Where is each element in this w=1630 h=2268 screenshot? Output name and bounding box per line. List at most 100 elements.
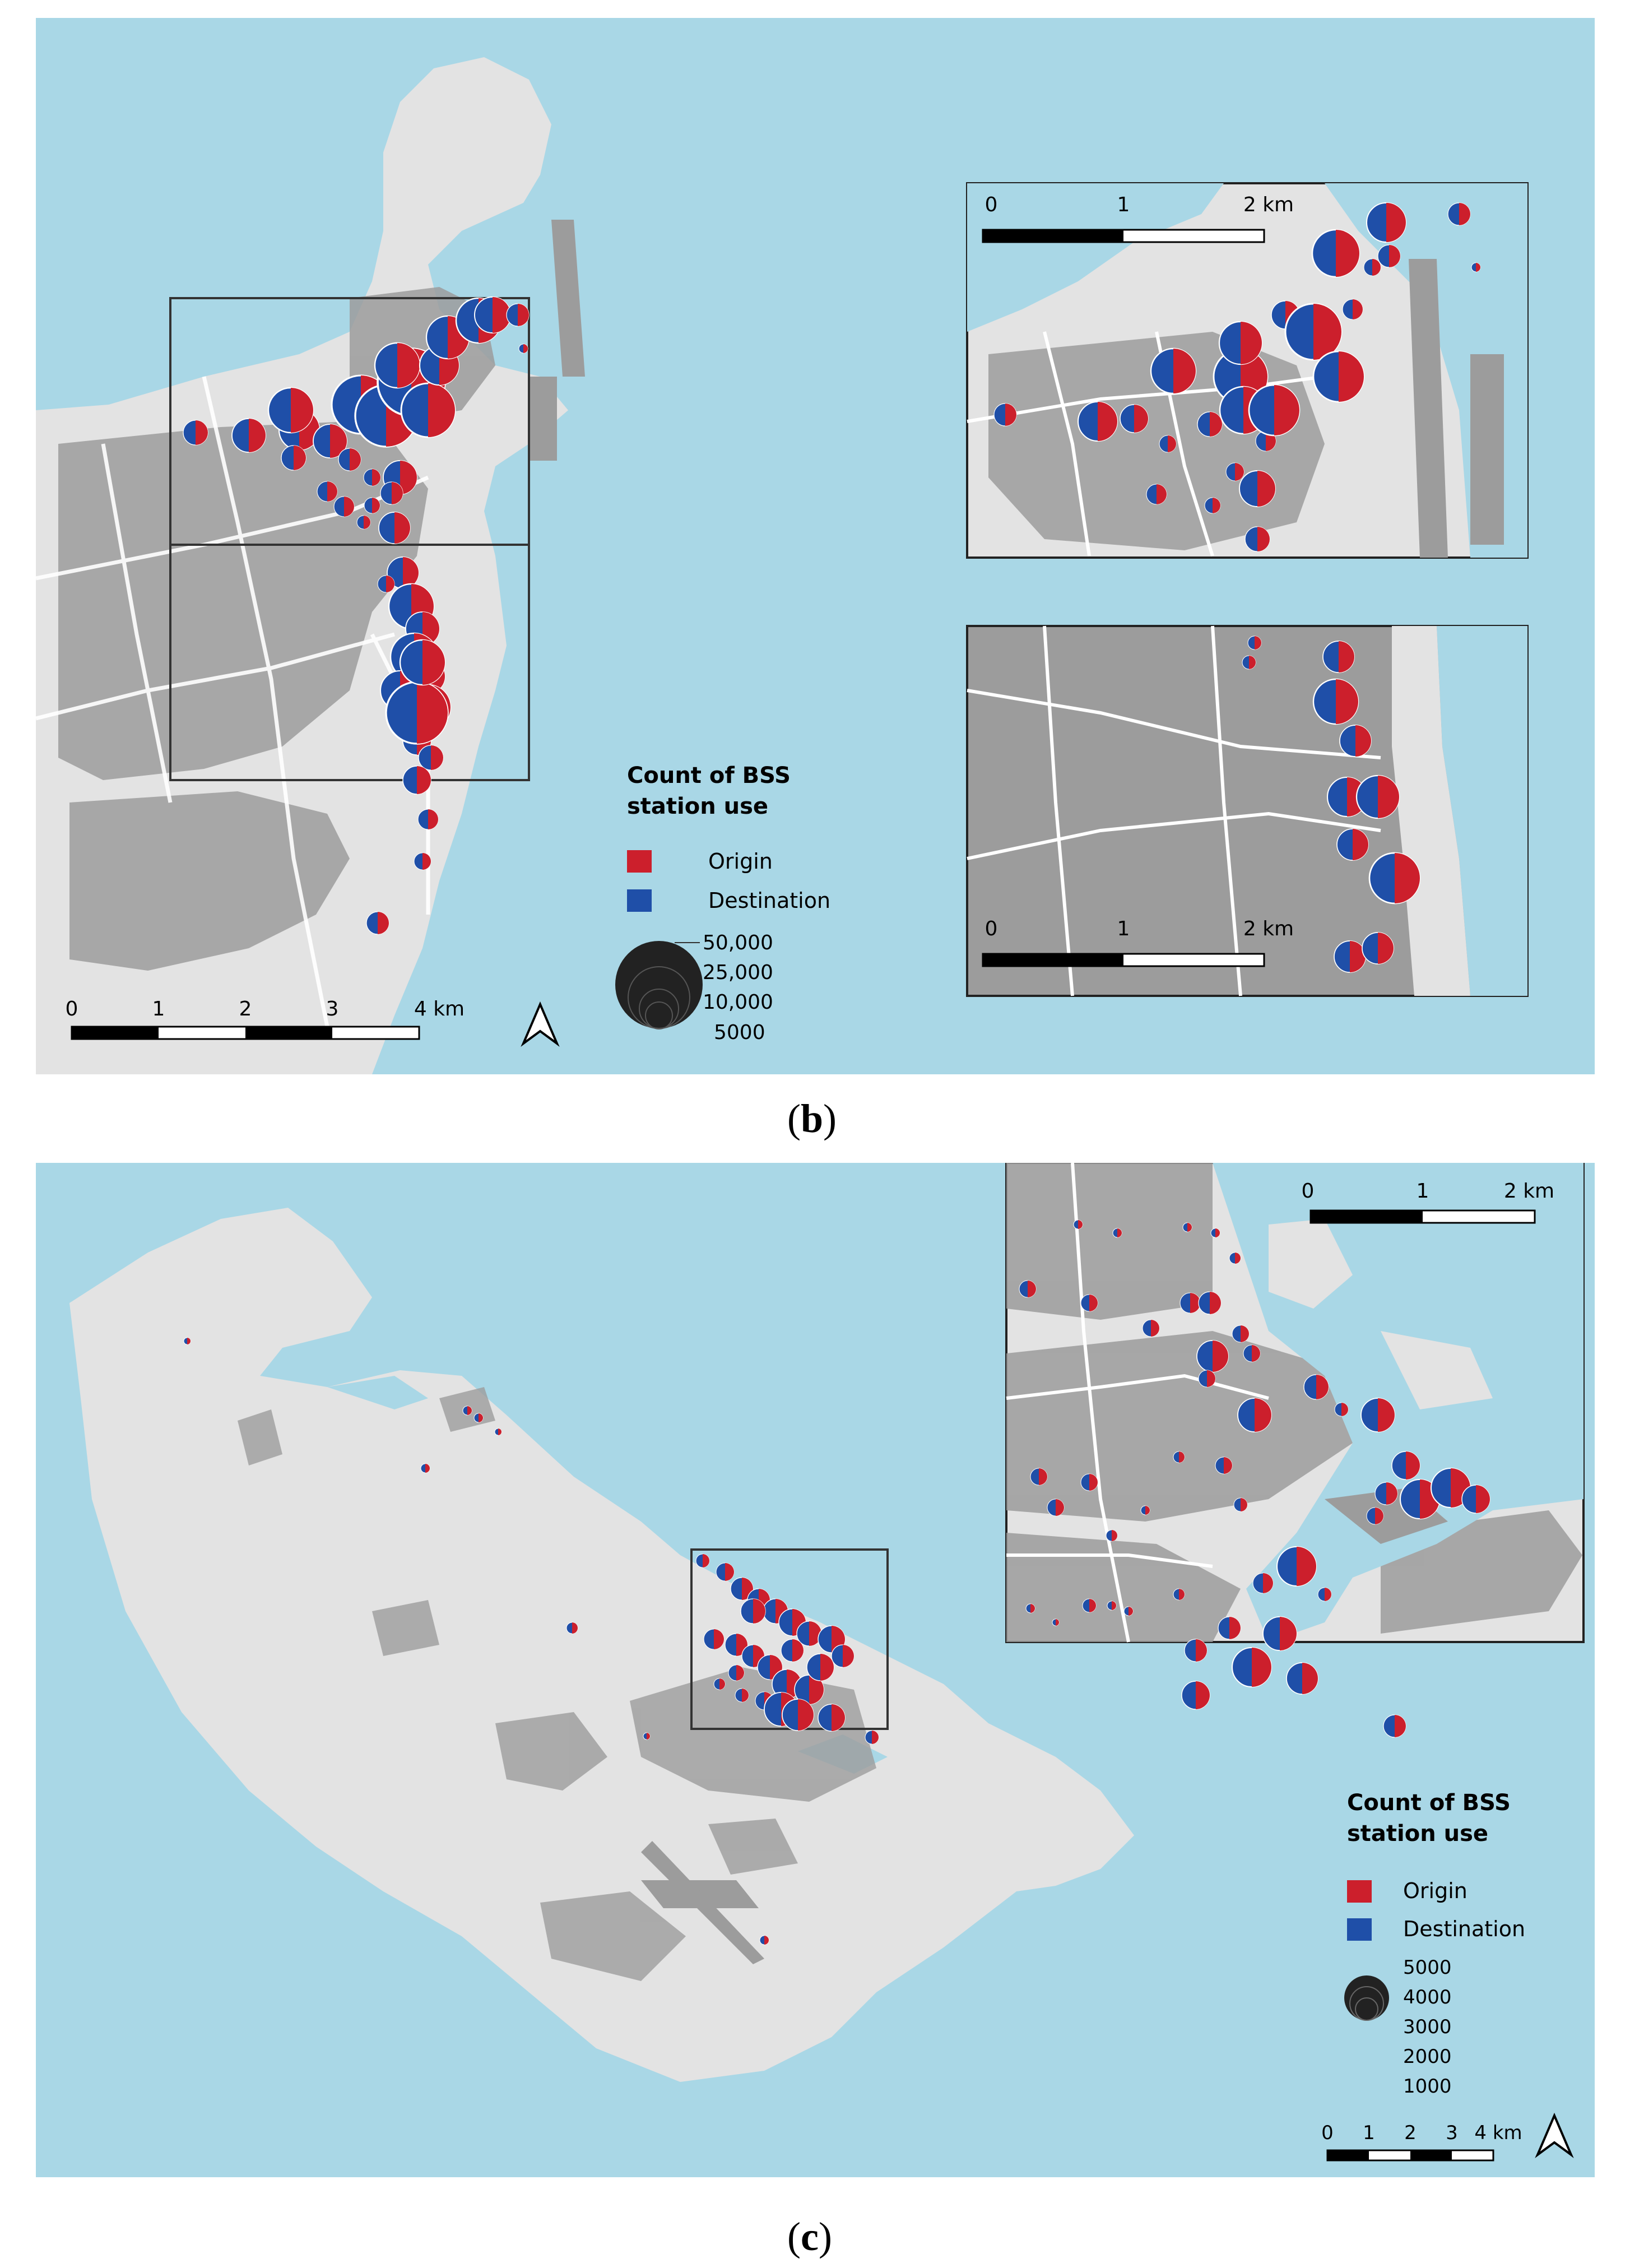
origin-slice xyxy=(1030,1604,1035,1613)
origin-slice xyxy=(719,1678,725,1690)
origin-slice xyxy=(386,576,394,592)
station-pie xyxy=(1082,1598,1097,1613)
origin-slice xyxy=(1213,1341,1228,1372)
station-pie xyxy=(494,1428,502,1436)
origin-slice xyxy=(1336,230,1359,277)
station-pie xyxy=(1255,430,1276,452)
origin-slice xyxy=(498,1428,501,1435)
origin-slice xyxy=(1187,1223,1192,1232)
scale-tick: 0 xyxy=(985,917,998,940)
station-pie xyxy=(1150,347,1197,395)
size-label: 3000 xyxy=(1403,2016,1452,2038)
origin-slice xyxy=(1028,1281,1036,1297)
origin-slice xyxy=(1224,1457,1232,1474)
station-pie xyxy=(417,809,439,830)
station-pie xyxy=(385,681,449,745)
scale-tick: 1 xyxy=(1363,2122,1375,2144)
station-pie xyxy=(740,1598,766,1624)
origin-slice xyxy=(1241,1498,1247,1511)
station-pie xyxy=(1047,1499,1065,1516)
origin-slice xyxy=(1252,1648,1271,1687)
origin-slice xyxy=(1255,636,1261,650)
origin-slice xyxy=(1145,1506,1150,1515)
station-pie xyxy=(1215,1457,1233,1474)
origin-slice xyxy=(1117,1228,1122,1237)
origin-slice xyxy=(372,498,380,513)
station-pie xyxy=(338,448,361,471)
station-pie xyxy=(1184,1639,1208,1662)
origin-slice xyxy=(518,304,529,326)
station-pie xyxy=(1218,1616,1241,1640)
origin-slice xyxy=(1395,853,1420,903)
station-pie xyxy=(462,1406,472,1416)
origin-slice xyxy=(378,912,389,934)
origin-slice xyxy=(1210,412,1222,437)
station-pie xyxy=(1362,932,1394,964)
station-pie xyxy=(1360,1398,1395,1432)
station-pie xyxy=(1123,1606,1134,1616)
station-pie xyxy=(781,1639,804,1662)
station-pie xyxy=(402,766,431,795)
station-pie xyxy=(703,1629,725,1650)
origin-slice xyxy=(1375,1508,1383,1524)
caption-c: (c) xyxy=(787,2214,832,2259)
legend-b: Count of BSS station use Origin Destinat… xyxy=(615,763,830,1044)
station-pie xyxy=(1073,1219,1083,1230)
origin-slice xyxy=(422,853,431,870)
origin-slice xyxy=(327,481,337,502)
station-pie xyxy=(1262,1616,1297,1651)
origin-slice xyxy=(1056,1499,1064,1516)
origin-slice xyxy=(364,516,370,529)
station-pie xyxy=(364,497,380,514)
scale-tick: 2 km xyxy=(1243,193,1294,216)
station-pie xyxy=(1198,1370,1216,1388)
station-pie xyxy=(1391,1451,1420,1480)
origin-slice xyxy=(843,1645,854,1667)
origin-slice xyxy=(344,497,354,517)
size-label: 5000 xyxy=(714,1021,765,1044)
origin-slice xyxy=(1249,656,1256,669)
origin-slice xyxy=(1313,304,1341,360)
origin-slice xyxy=(1339,641,1354,672)
station-pie xyxy=(1342,299,1363,320)
station-pie xyxy=(231,418,266,453)
station-pie xyxy=(1106,1529,1118,1542)
origin-label: Origin xyxy=(708,849,773,874)
size-label: 2000 xyxy=(1403,2046,1452,2068)
station-pie xyxy=(1232,1325,1250,1343)
station-pie xyxy=(1374,1482,1398,1505)
origin-slice xyxy=(1476,263,1480,272)
origin-slice xyxy=(1350,941,1366,972)
scale-tick: 2 xyxy=(1404,2122,1417,2144)
origin-slice xyxy=(1389,245,1400,267)
size-label: 5000 xyxy=(1403,1956,1452,1979)
origin-slice xyxy=(1252,1345,1260,1362)
station-pie xyxy=(1159,435,1177,453)
origin-slice xyxy=(1039,1468,1047,1485)
station-pie xyxy=(414,852,431,870)
station-pie xyxy=(1447,202,1471,226)
origin-slice xyxy=(1005,403,1016,426)
station-pie xyxy=(281,445,307,471)
station-pie xyxy=(716,1562,735,1581)
station-pie xyxy=(1231,1646,1273,1688)
origin-slice xyxy=(1235,463,1244,481)
station-pie xyxy=(1242,655,1256,670)
origin-slice xyxy=(330,424,347,458)
origin-slice xyxy=(832,1704,845,1731)
station-pie xyxy=(377,575,395,593)
origin-slice xyxy=(1316,1375,1329,1399)
station-pie xyxy=(1368,852,1421,905)
origin-slice xyxy=(1263,1573,1273,1593)
origin-slice xyxy=(467,1406,472,1415)
origin-slice xyxy=(1341,1403,1348,1416)
station-pie xyxy=(1030,1468,1048,1486)
station-pie xyxy=(1173,1451,1185,1463)
origin-slice xyxy=(392,482,403,504)
station-pie xyxy=(1247,636,1262,650)
scale-tick: 2 km xyxy=(1504,1180,1554,1203)
origin-slice xyxy=(742,1689,749,1702)
origin-slice xyxy=(572,1622,578,1634)
origin-slice xyxy=(1112,1530,1117,1541)
caption-b: (b) xyxy=(787,1096,837,1141)
